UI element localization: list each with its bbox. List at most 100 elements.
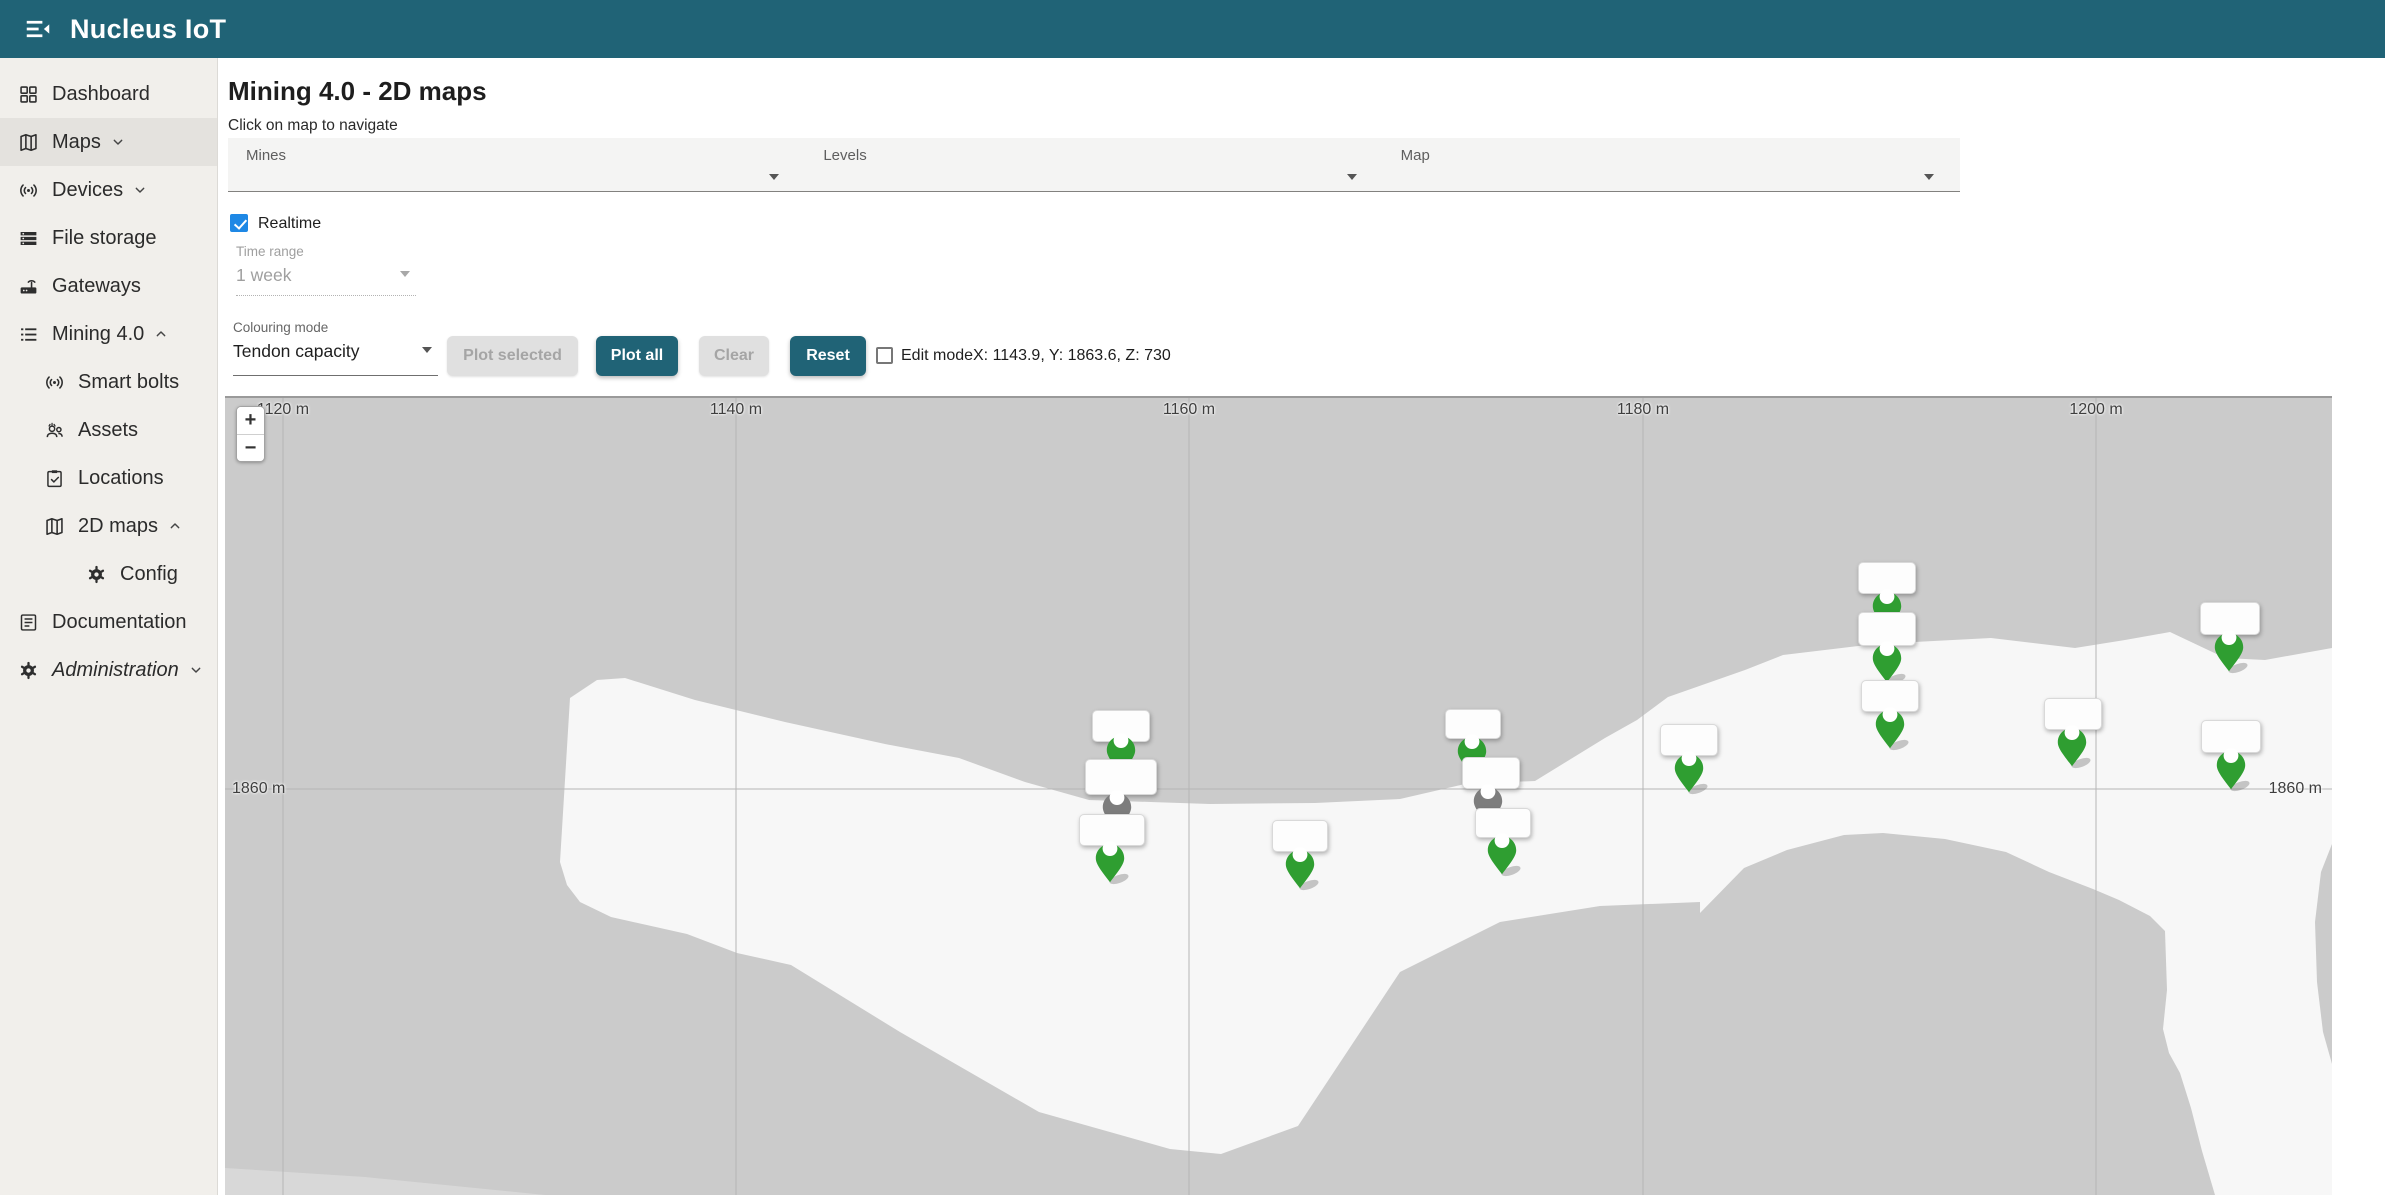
marker-tooltip (1085, 759, 1157, 795)
sidebar-item-maps[interactable]: Maps (0, 118, 217, 166)
chevron-down-icon (400, 271, 410, 277)
sidebar-item-label: Devices (52, 178, 124, 201)
chevron-down-icon (110, 134, 126, 150)
marker-tooltip (1462, 757, 1520, 789)
sidebar-item-assets[interactable]: Assets (0, 406, 217, 454)
map-pin-green[interactable] (1872, 707, 1909, 751)
sidebar-item-smart-bolts[interactable]: Smart bolts (0, 358, 217, 406)
sidebar-item-locations[interactable]: Locations (0, 454, 217, 502)
sidebar-item-label: Config (120, 562, 178, 585)
map-terrain (225, 398, 2332, 1195)
map-pin-green[interactable] (2054, 725, 2091, 769)
colouring-mode-value: Tendon capacity (233, 341, 360, 361)
sidebar-item-label: Assets (78, 418, 139, 441)
edit-mode-checkbox[interactable] (876, 347, 893, 364)
sidebar-item-devices[interactable]: Devices (0, 166, 217, 214)
sidebar-item-label: Documentation (52, 610, 187, 633)
chevron-up-icon (153, 326, 169, 342)
map-pin-green[interactable] (1671, 751, 1708, 795)
top-app-bar: Nucleus IoT (0, 0, 2385, 58)
marker-tooltip (1858, 612, 1916, 646)
page-title: Mining 4.0 - 2D maps (228, 76, 487, 106)
sidebar-item-administration[interactable]: Administration (0, 646, 217, 694)
sidebar-item-documentation[interactable]: Documentation (0, 598, 217, 646)
clear-button[interactable]: Clear (699, 336, 769, 376)
gear-icon (18, 660, 39, 681)
map-canvas[interactable]: + − 1120 m 1140 m 1160 m 1180 m 1200 m 1860 m… (225, 396, 2332, 1195)
menu-open-icon[interactable] (22, 13, 54, 45)
x-axis-tick-label: 1180 m (1616, 401, 1670, 418)
sidebar-item-label: File storage (52, 226, 157, 249)
sidebar-item-config[interactable]: Config (0, 550, 217, 598)
list-icon (18, 324, 39, 345)
mines-select[interactable]: Mines (228, 138, 805, 191)
sidebar-item-label: Maps (52, 130, 101, 153)
map-select[interactable]: Map (1383, 138, 1960, 191)
marker-tooltip (1858, 562, 1916, 594)
select-underline (233, 375, 438, 376)
map-pin-green[interactable] (1869, 641, 1906, 685)
sidebar-item-mining-4-0[interactable]: Mining 4.0 (0, 310, 217, 358)
zoom-out-button[interactable]: − (237, 434, 264, 461)
colouring-mode-label: Colouring mode (233, 320, 329, 335)
time-range-value: 1 week (236, 265, 292, 285)
sidebar-item-label: 2D maps (78, 514, 159, 537)
page-subtitle: Click on map to navigate (228, 117, 398, 134)
select-label: Map (1400, 147, 1430, 164)
map-pin-green[interactable] (1092, 841, 1129, 885)
x-axis-tick-label: 1160 m (1162, 401, 1216, 418)
router-icon (18, 276, 39, 297)
gear-icon (86, 564, 107, 585)
map-icon (18, 132, 39, 153)
sidebar-nav: Dashboard Maps Devices File storage Gateways… (0, 58, 217, 694)
colouring-mode-select[interactable]: Colouring mode Tendon capacity (233, 320, 438, 376)
x-axis-tick-label: 1140 m (709, 401, 763, 418)
realtime-checkbox[interactable] (230, 214, 248, 232)
clip-icon (44, 468, 65, 489)
map-pin-green[interactable] (2211, 630, 2248, 674)
time-range-label: Time range (236, 244, 304, 259)
map-filter-bar: Mines Levels Map (228, 138, 1960, 192)
sidebar-item-label: Administration (52, 658, 179, 681)
edit-mode-label: Edit mode (901, 347, 974, 364)
chevron-down-icon (132, 182, 148, 198)
marker-tooltip (1272, 820, 1328, 852)
x-axis-tick-label: 1120 m (256, 401, 310, 418)
chevron-up-icon (167, 518, 183, 534)
chevron-down-icon (422, 347, 432, 353)
people-icon (44, 420, 65, 441)
time-range-select[interactable]: Time range 1 week (236, 244, 416, 296)
storage-icon (18, 228, 39, 249)
realtime-label: Realtime (258, 215, 322, 232)
sidebar-item-2d-maps[interactable]: 2D maps (0, 502, 217, 550)
zoom-in-button[interactable]: + (237, 407, 264, 434)
map-pin-green[interactable] (1282, 847, 1319, 891)
sidebar-item-label: Dashboard (52, 82, 150, 105)
doc-icon (18, 612, 39, 633)
reset-button[interactable]: Reset (790, 336, 866, 376)
map-zoom-control: + − (236, 406, 265, 462)
dash-icon (18, 84, 39, 105)
sidebar-item-label: Smart bolts (78, 370, 180, 393)
levels-select[interactable]: Levels (805, 138, 1382, 191)
map-pin-green[interactable] (2213, 748, 2250, 792)
map-pin-green[interactable] (1484, 833, 1521, 877)
plot-selected-button[interactable]: Plot selected (447, 336, 578, 376)
marker-tooltip (1475, 808, 1531, 838)
x-axis-tick-label: 1200 m (2069, 401, 2123, 418)
y-axis-tick-label: 1860 m (2268, 780, 2322, 797)
select-label: Mines (246, 147, 287, 164)
sidebar-item-label: Mining 4.0 (52, 322, 145, 345)
select-label: Levels (823, 147, 867, 164)
y-axis-tick-label: 1860 m (232, 780, 286, 797)
marker-tooltip (2044, 698, 2102, 730)
select-underline (236, 295, 416, 296)
sidebar-item-dashboard[interactable]: Dashboard (0, 70, 217, 118)
chevron-down-icon (1923, 174, 1934, 180)
signal-icon (18, 180, 39, 201)
app-title: Nucleus IoT (70, 13, 227, 44)
sidebar-item-gateways[interactable]: Gateways (0, 262, 217, 310)
sidebar-item-file-storage[interactable]: File storage (0, 214, 217, 262)
plot-all-button[interactable]: Plot all (596, 336, 678, 376)
chevron-down-icon (1346, 174, 1357, 180)
